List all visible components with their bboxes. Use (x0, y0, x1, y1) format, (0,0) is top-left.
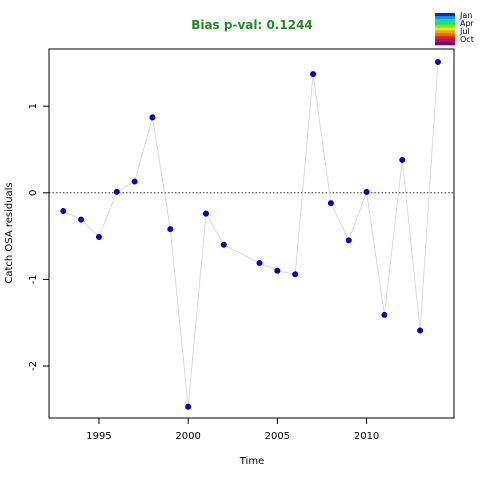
legend-entry-apr: Apr (460, 19, 475, 28)
residual-point (131, 178, 138, 185)
plot-frame (48, 48, 455, 419)
y-tick-label: -1 (28, 274, 39, 284)
legend-swatch (435, 24, 455, 28)
legend-swatch (435, 33, 455, 37)
legend-swatch (435, 13, 455, 17)
residual-point (95, 233, 102, 240)
residual-point (327, 200, 334, 207)
x-tick-label: 1995 (86, 431, 111, 442)
legend-swatch (435, 15, 455, 20)
legend-color-bar (435, 13, 455, 46)
residual-point (417, 327, 424, 334)
residual-point (363, 188, 370, 195)
residual-point (113, 188, 120, 195)
residual-point (292, 271, 299, 278)
residual-point (399, 156, 406, 163)
legend-swatch (435, 42, 455, 46)
legend-entry-jan: Jan (459, 11, 472, 20)
x-tick-label: 2000 (175, 431, 200, 442)
x-axis-label: Time (239, 456, 264, 467)
residual-point (310, 71, 317, 78)
month-legend: Jan Apr Jul Oct (435, 11, 475, 46)
residual-point (149, 114, 156, 121)
residual-point (256, 259, 263, 266)
legend-entry-jul: Jul (459, 27, 470, 36)
residual-point (220, 241, 227, 248)
y-axis: -2 -1 0 1 (28, 103, 50, 371)
residual-points (60, 58, 441, 410)
legend-swatch (435, 30, 455, 34)
residual-point (345, 237, 352, 244)
residual-point (78, 216, 85, 223)
residual-point (167, 226, 174, 233)
legend-swatch (435, 36, 455, 40)
legend-entry-oct: Oct (460, 35, 474, 44)
x-tick-label: 2010 (354, 431, 379, 442)
y-axis-label: Catch OSA residuals (4, 182, 15, 283)
residual-point (434, 58, 441, 65)
chart-title: Bias p-val: 0.1244 (191, 18, 313, 32)
legend-swatch (435, 39, 455, 43)
y-tick-label: 0 (28, 190, 39, 196)
legend-swatch (435, 18, 455, 23)
residual-point (381, 311, 388, 318)
legend-swatch (435, 21, 455, 25)
residual-connector-line (63, 61, 439, 407)
residual-point (274, 267, 281, 274)
x-axis: 1995 2000 2005 2010 (86, 417, 379, 442)
residual-point (185, 403, 192, 410)
x-tick-label: 2005 (265, 431, 290, 442)
residual-point (60, 207, 67, 214)
y-tick-label: 1 (28, 103, 39, 109)
residual-point (203, 210, 210, 217)
legend-swatch (435, 27, 455, 31)
y-tick-label: -2 (28, 361, 39, 371)
